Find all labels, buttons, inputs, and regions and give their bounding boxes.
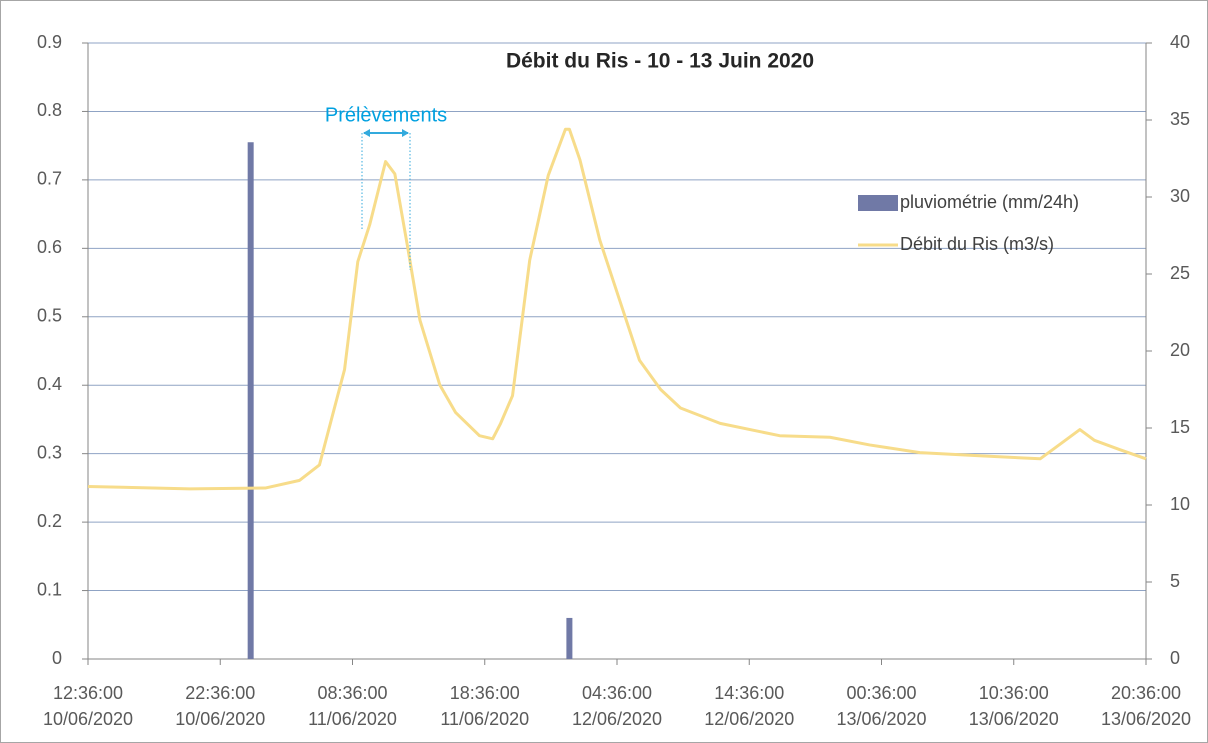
y2-tick-label: 30 (1170, 186, 1190, 206)
bar (247, 142, 254, 659)
x-tick-label: 00:36:00 13/06/2020 (836, 683, 927, 729)
y2-tick-label: 40 (1170, 32, 1190, 52)
x-tick-label: 14:36:00 12/06/2020 (704, 683, 795, 729)
y-tick-label: 0.9 (37, 32, 62, 52)
y2-tick-label: 5 (1170, 571, 1180, 591)
legend-label: pluviométrie (mm/24h) (900, 192, 1079, 212)
y-tick-label: 0.8 (37, 100, 62, 120)
x-tick-label: 12:36:00 10/06/2020 (42, 683, 134, 729)
y-tick-label: 0.7 (37, 169, 62, 189)
chart-title: Débit du Ris - 10 - 13 Juin 2020 (506, 50, 814, 73)
annotation: Prélèvements (325, 104, 447, 126)
y2-tick-label: 25 (1170, 263, 1190, 283)
legend-swatch (858, 195, 898, 211)
x-tick-label: 22:36:00 10/06/2020 (175, 683, 266, 729)
y-tick-label: 0 (52, 648, 62, 668)
y-tick-label: 0.2 (37, 511, 62, 531)
y2-tick-label: 10 (1170, 494, 1190, 514)
y2-tick-label: 20 (1170, 340, 1190, 360)
x-tick-label: 18:36:00 11/06/2020 (440, 683, 530, 729)
y-tick-label: 0.1 (37, 579, 62, 599)
bar (566, 617, 573, 659)
line (87, 127, 1147, 491)
y2-tick-label: 0 (1170, 648, 1180, 668)
y2-tick-label: 35 (1170, 109, 1190, 129)
y-tick-label: 0.5 (37, 306, 62, 326)
x-tick-label: 20:36:00 13/06/2020 (1100, 683, 1192, 729)
y2-tick-label: 15 (1170, 417, 1190, 437)
y-tick-label: 0.4 (37, 374, 62, 394)
legend-label: Débit du Ris (m3/s) (900, 234, 1054, 254)
x-tick-label: 10:36:00 13/06/2020 (968, 683, 1059, 729)
y-tick-label: 0.6 (37, 237, 62, 257)
x-tick-label: 08:36:00 11/06/2020 (308, 683, 397, 729)
y-tick-label: 0.3 (37, 442, 62, 462)
x-tick-label: 04:36:00 12/06/2020 (571, 683, 663, 729)
